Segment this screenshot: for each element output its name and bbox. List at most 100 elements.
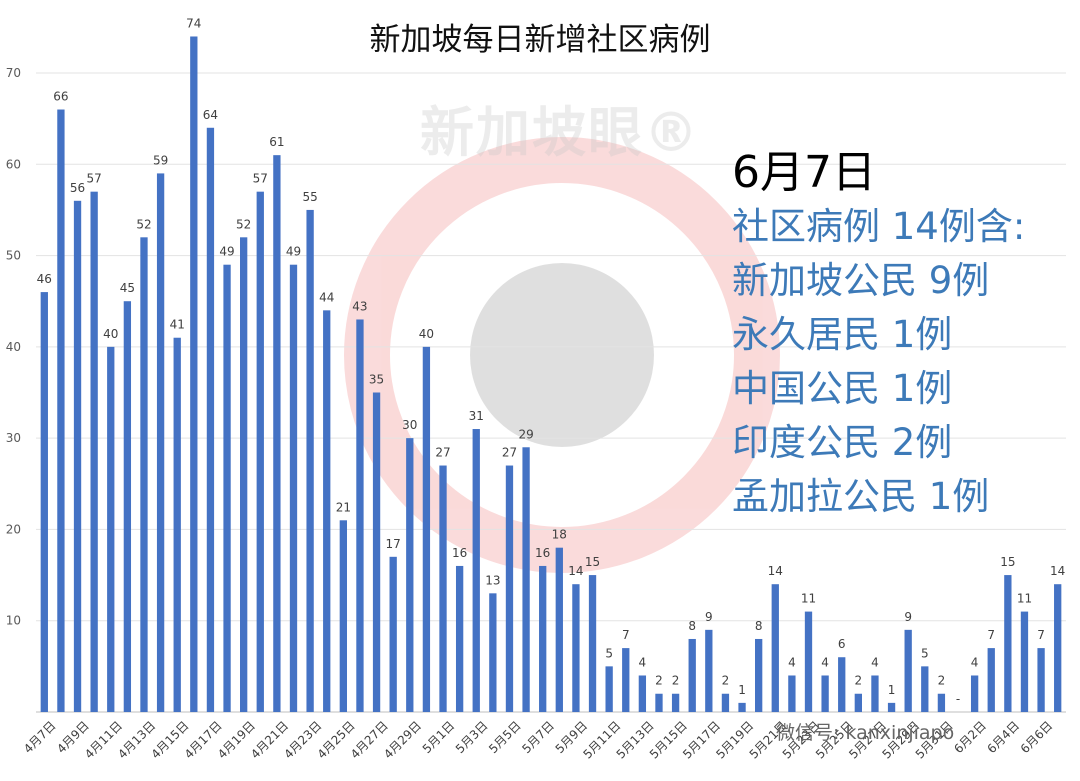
bar (57, 109, 65, 712)
bar (821, 675, 829, 712)
bars (40, 36, 1062, 713)
bar (472, 429, 480, 712)
value-label: 4 (639, 655, 647, 669)
value-label: 7 (622, 628, 630, 642)
y-tick-label: 40 (6, 340, 21, 354)
x-tick-label: 4月29日 (381, 718, 424, 761)
x-tick-label: 6月2日 (951, 718, 989, 756)
bar (156, 173, 165, 712)
bar (1054, 584, 1062, 712)
bar (755, 638, 763, 712)
value-label: 7 (987, 628, 995, 642)
bar (339, 520, 347, 712)
bar (422, 346, 431, 712)
value-label: 14 (768, 564, 783, 578)
y-tick-label: 30 (6, 431, 21, 445)
value-label: 16 (535, 546, 550, 560)
value-label: 27 (502, 446, 517, 460)
value-label: 44 (319, 290, 334, 304)
value-label: 57 (87, 172, 102, 186)
value-label: 64 (203, 108, 218, 122)
bar (123, 301, 132, 712)
bar (256, 191, 264, 712)
value-label: 1 (888, 683, 896, 697)
bar (505, 465, 514, 712)
bar (622, 648, 630, 712)
value-label: 46 (37, 272, 52, 286)
value-label: 56 (70, 181, 85, 195)
value-label: 6 (838, 637, 846, 651)
bar (306, 209, 314, 712)
bar (439, 465, 447, 712)
bar (240, 237, 248, 713)
value-label: 31 (469, 409, 484, 423)
value-label: 11 (1017, 592, 1032, 606)
annotation-line: 新加坡公民 9例 (732, 259, 990, 302)
bar (688, 638, 696, 712)
bar (372, 392, 381, 712)
value-label: 4 (821, 655, 829, 669)
value-label: 30 (402, 418, 417, 432)
bar (522, 447, 530, 712)
bar (206, 127, 215, 713)
bar (1020, 611, 1029, 712)
value-label: 17 (386, 537, 401, 551)
bar (73, 200, 82, 713)
value-label: 18 (552, 528, 567, 542)
value-label: 2 (722, 674, 730, 688)
value-label: 5 (605, 646, 613, 660)
bar (987, 648, 995, 712)
bar (588, 575, 597, 712)
value-label: 27 (435, 446, 450, 460)
bar (638, 675, 647, 712)
annotation-line: 永久居民 1例 (732, 313, 953, 356)
value-label: 57 (253, 172, 268, 186)
bar (489, 593, 497, 712)
bar (572, 584, 580, 712)
value-label: 4 (871, 655, 879, 669)
value-label: 14 (1050, 564, 1065, 578)
bar (887, 702, 896, 712)
value-label: 35 (369, 373, 384, 387)
source-label: 微信号: kanxinjiapo (776, 722, 955, 744)
value-label: 59 (153, 153, 168, 167)
chart-title: 新加坡每日新增社区病例 (369, 22, 711, 58)
value-label: 9 (904, 610, 912, 624)
bar (605, 666, 613, 712)
bar (455, 565, 464, 712)
bar (788, 675, 796, 712)
bar (904, 629, 912, 712)
value-label: 13 (485, 573, 500, 587)
y-tick-label: 70 (6, 66, 21, 80)
value-label: 8 (688, 619, 696, 633)
bar (1004, 575, 1012, 712)
bar (356, 319, 364, 712)
bar (854, 693, 862, 712)
bar (1037, 648, 1045, 712)
bar (705, 629, 713, 712)
x-tick-label: 6月4日 (985, 718, 1023, 756)
value-label: 49 (286, 245, 301, 259)
annotation-line: 印度公民 2例 (732, 421, 953, 464)
value-label: 40 (103, 327, 118, 341)
y-tick-label: 10 (6, 614, 21, 628)
value-label: 2 (938, 674, 946, 688)
annotation-box: 6月7日 社区病例 14例含: 新加坡公民 9例 永久居民 1例 中国公民 1例… (732, 146, 1025, 524)
bar (289, 264, 298, 712)
value-label: 2 (655, 674, 663, 688)
bar (738, 702, 746, 712)
x-tick-label: 5月7日 (519, 718, 557, 756)
bar (671, 693, 680, 712)
value-label: 4 (788, 655, 796, 669)
value-label: - (956, 692, 960, 706)
bar (921, 666, 929, 712)
y-axis-ticks: 10 20 30 40 50 60 70 (6, 66, 21, 628)
value-label: 2 (672, 674, 680, 688)
bar (539, 565, 547, 712)
value-label: 21 (336, 500, 351, 514)
annotation-line: 孟加拉公民 1例 (732, 475, 990, 518)
value-label: 15 (585, 555, 600, 569)
value-label: 40 (419, 327, 434, 341)
annotation-line: 中国公民 1例 (732, 367, 953, 410)
